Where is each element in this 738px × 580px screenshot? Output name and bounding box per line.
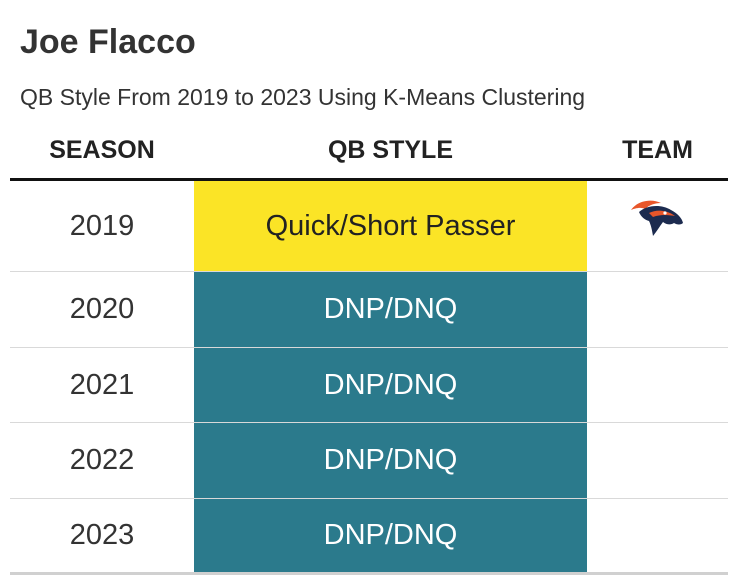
team-cell	[587, 423, 728, 498]
qb-style-table: SEASON QB STYLE TEAM 2019 Quick/Short Pas…	[10, 130, 728, 575]
column-header-season: SEASON	[49, 136, 155, 164]
qb-style-cell: DNP/DNQ	[194, 348, 587, 422]
broncos-logo-icon	[631, 200, 683, 236]
season-cell: 2019	[69, 209, 135, 242]
team-cell	[587, 272, 728, 347]
column-header-team: TEAM	[622, 136, 693, 164]
team-cell	[587, 499, 728, 572]
table-row: 2023 DNP/DNQ	[10, 499, 728, 572]
table-row: 2019 Quick/Short Passer	[10, 181, 728, 271]
qb-style-cell: DNP/DNQ	[194, 423, 587, 498]
column-header-qb-style: QB STYLE	[327, 136, 453, 164]
season-cell: 2022	[69, 444, 135, 476]
table-header: SEASON QB STYLE TEAM	[10, 130, 728, 178]
row-divider	[10, 271, 728, 272]
row-divider	[10, 422, 728, 423]
page-subtitle: QB Style From 2019 to 2023 Using K-Means…	[20, 84, 586, 110]
season-cell: 2021	[69, 368, 135, 401]
team-cell	[587, 181, 728, 271]
row-divider	[10, 498, 728, 499]
table-row: 2022 DNP/DNQ	[10, 423, 728, 498]
season-cell: 2023	[69, 519, 135, 551]
row-divider	[10, 347, 728, 348]
team-cell	[587, 348, 728, 422]
table-row: 2021 DNP/DNQ	[10, 348, 728, 422]
season-cell: 2020	[69, 293, 135, 325]
header-divider	[10, 178, 728, 181]
table-row: 2020 DNP/DNQ	[10, 272, 728, 347]
page-title: Joe Flacco	[20, 23, 196, 61]
qb-style-cell: Quick/Short Passer	[194, 181, 587, 271]
table-bottom-rule	[10, 572, 728, 575]
qb-style-cell: DNP/DNQ	[194, 499, 587, 572]
qb-style-cell: DNP/DNQ	[194, 272, 587, 347]
